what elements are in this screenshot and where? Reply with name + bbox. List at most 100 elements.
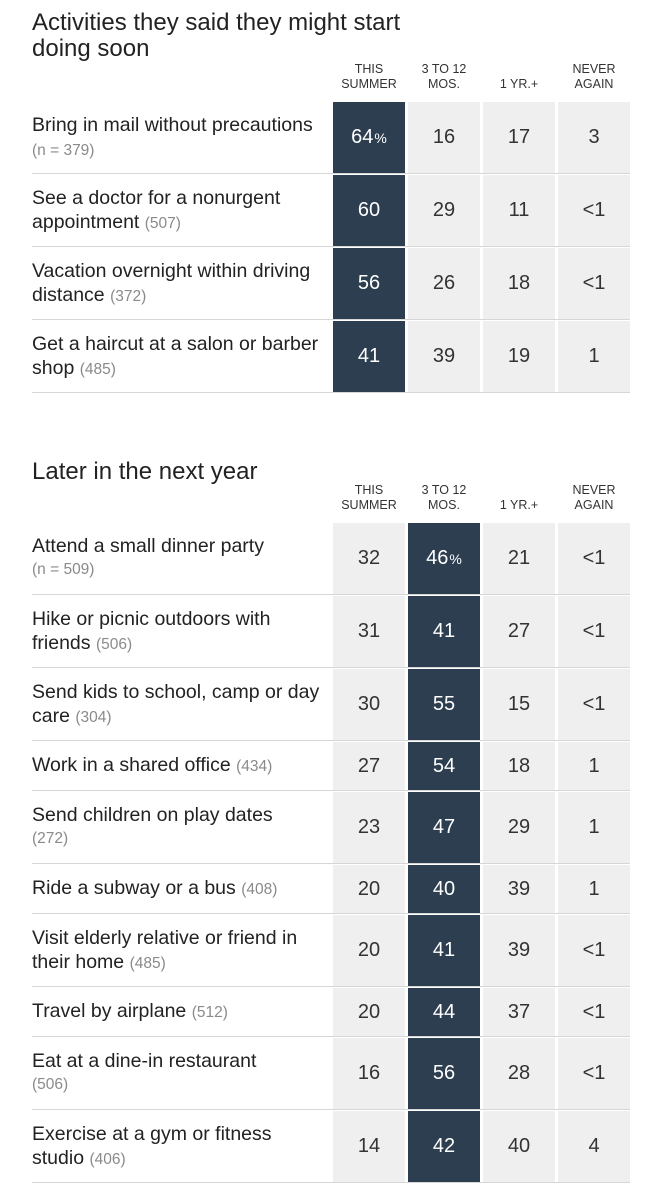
cell-value: 29 <box>432 199 456 221</box>
table-row: Eat at a dine-in restaurant (506) 16 56 28 <1 <box>0 1037 663 1110</box>
value-cell: 41 <box>408 915 480 986</box>
cell-value: 28 <box>507 1062 531 1084</box>
table-row: Attend a small dinner party (n = 509) 32 46… <box>0 522 663 595</box>
column-header-line: NEVER <box>572 483 616 497</box>
value-cell: 55 <box>408 669 480 740</box>
cell-value: 1 <box>588 877 600 900</box>
cell-value: <1 <box>582 1000 606 1023</box>
activity-label: Travel by airplane <box>32 1000 187 1022</box>
cell-value: 4 <box>588 1135 600 1157</box>
activity-label: Ride a subway or a bus <box>32 877 236 899</box>
activity-label: See a doctor for a nonurgent appointment <box>32 187 281 233</box>
sample-size: (512) <box>191 1004 228 1021</box>
row-label: Ride a subway or a bus (408) <box>32 876 324 902</box>
activity-label: Send children on play dates <box>32 804 273 826</box>
value-cell: 26 <box>408 248 480 319</box>
cell-value: 41 <box>432 939 456 961</box>
row-label: See a doctor for a nonurgent appointment… <box>32 186 324 236</box>
cell-value: 40 <box>507 1135 531 1157</box>
value-cell: 3 <box>558 102 630 173</box>
cell-value: 18 <box>507 754 531 777</box>
activity-label: Bring in mail without precautions <box>32 114 313 136</box>
value-cell: 56 <box>408 1038 480 1109</box>
column-header: THIS SUMMER <box>332 483 406 513</box>
value-cell: 1 <box>558 742 630 790</box>
activity-label: Vacation overnight within driving distan… <box>32 260 311 306</box>
column-header-line: THIS <box>354 62 384 76</box>
value-cell: 29 <box>408 175 480 246</box>
cell-value: 26 <box>432 272 456 294</box>
cell-value: 41 <box>357 345 381 367</box>
value-cell: 20 <box>333 915 405 986</box>
table-row: Get a haircut at a salon or barber shop … <box>0 320 663 393</box>
table-row: Work in a shared office (434) 27 54 18 1 <box>0 741 663 791</box>
sample-size: (506) <box>32 1076 69 1093</box>
table-row: See a doctor for a nonurgent appointment… <box>0 174 663 247</box>
cell-value: 3 <box>588 126 600 148</box>
cell-value: 30 <box>357 693 381 715</box>
cell-value: 46 <box>426 547 449 569</box>
activity-label: Work in a shared office <box>32 754 231 776</box>
value-cell: 20 <box>333 988 405 1036</box>
value-cell: <1 <box>558 175 630 246</box>
section-title: Later in the next year <box>32 458 258 485</box>
value-cell: 18 <box>483 742 555 790</box>
sample-size: (406) <box>89 1151 126 1168</box>
row-label: Attend a small dinner party (n = 509) <box>32 534 324 582</box>
cell-value: 20 <box>357 939 381 961</box>
sample-size: (507) <box>144 215 181 232</box>
value-cell: 4 <box>558 1111 630 1182</box>
value-cell: 27 <box>483 596 555 667</box>
row-label: Visit elderly relative or friend in thei… <box>32 926 324 976</box>
percent-unit: % <box>449 550 462 567</box>
row-label: Work in a shared office (434) <box>32 753 324 779</box>
row-divider <box>32 594 630 595</box>
sample-size: (408) <box>241 881 278 898</box>
cell-value: 20 <box>357 1000 381 1023</box>
table-row: Send children on play dates (272) 23 47 29 1 <box>0 791 663 864</box>
cell-value: 47 <box>432 816 456 838</box>
activity-label: Hike or picnic outdoors with friends <box>32 608 271 654</box>
column-header-line: MOS. <box>428 498 460 512</box>
column-header: THIS SUMMER <box>332 62 406 92</box>
cell-value: <1 <box>582 547 606 569</box>
value-cell: 11 <box>483 175 555 246</box>
value-cell: 56 <box>333 248 405 319</box>
activity-label: Get a haircut at a salon or barber shop <box>32 333 319 379</box>
sample-size: (506) <box>95 636 133 653</box>
sample-size: (n = 509) <box>32 561 95 578</box>
cell-value: 14 <box>357 1135 381 1157</box>
activity-label: Visit elderly relative or friend in thei… <box>32 927 298 973</box>
column-header-line: AGAIN <box>574 77 614 91</box>
value-cell: <1 <box>558 915 630 986</box>
value-cell: 1 <box>558 792 630 863</box>
cell-value: 27 <box>507 620 531 642</box>
column-header-line: NEVER <box>572 62 616 76</box>
cell-value: 16 <box>432 126 456 148</box>
cell-value: 21 <box>507 547 531 569</box>
column-header-line: THIS <box>354 483 384 497</box>
column-header-line <box>482 483 556 498</box>
cell-value: <1 <box>582 1062 606 1084</box>
cell-value: 17 <box>507 126 531 148</box>
cell-value: <1 <box>582 693 606 715</box>
row-label: Send children on play dates (272) <box>32 803 324 851</box>
value-cell: 30 <box>333 669 405 740</box>
table-row: Ride a subway or a bus (408) 20 40 39 1 <box>0 864 663 914</box>
value-cell: 42 <box>408 1111 480 1182</box>
row-label: Get a haircut at a salon or barber shop … <box>32 332 324 382</box>
value-cell: 17 <box>483 102 555 173</box>
cell-value: 56 <box>357 272 381 294</box>
value-cell: 19 <box>483 321 555 392</box>
cell-value: 32 <box>357 547 381 569</box>
column-header-line: AGAIN <box>574 498 614 512</box>
cell-value: 37 <box>507 1000 531 1023</box>
row-label: Eat at a dine-in restaurant (506) <box>32 1049 324 1097</box>
value-cell: 28 <box>483 1038 555 1109</box>
value-cell: 39 <box>483 865 555 913</box>
row-divider <box>32 986 630 987</box>
row-divider <box>32 392 630 393</box>
sample-size: (372) <box>110 288 147 305</box>
sample-size: (n = 379) <box>32 142 95 159</box>
row-divider <box>32 246 630 247</box>
